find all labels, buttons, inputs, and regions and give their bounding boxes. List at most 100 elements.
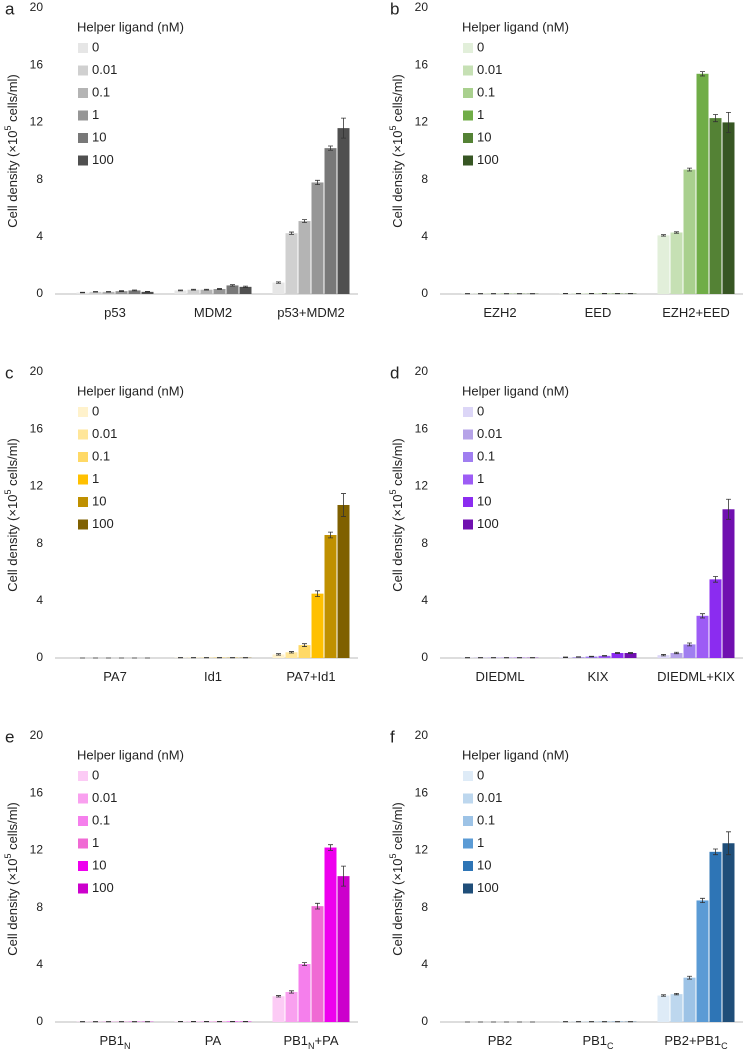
bar — [670, 652, 683, 658]
legend-swatch — [463, 407, 473, 417]
bar — [141, 291, 154, 294]
legend-label: 10 — [92, 129, 106, 144]
bar — [670, 994, 683, 1022]
label-text: p53+MDM2 — [277, 305, 345, 320]
error-bar — [589, 655, 594, 658]
script-text: 5 — [388, 854, 398, 859]
label-text: MDM2 — [194, 305, 232, 320]
error-bar — [217, 288, 222, 290]
legend-swatch — [463, 155, 473, 166]
label-text: Cell density (×10 — [5, 131, 20, 228]
y-tick-label: 4 — [36, 957, 43, 971]
label-text: PB1 — [99, 1033, 124, 1048]
error-bar — [563, 656, 568, 658]
y-tick-label: 8 — [36, 172, 43, 186]
error-bar — [289, 990, 294, 994]
label-text: cells/ml) — [390, 802, 405, 853]
error-bar — [661, 654, 666, 657]
y-tick-label: 4 — [421, 593, 428, 607]
y-axis-label: Cell density (×105 cells/ml) — [3, 802, 20, 956]
legend-label: 0 — [92, 39, 99, 54]
script-text: 5 — [3, 490, 13, 495]
y-tick-label: 12 — [30, 479, 44, 493]
legend-label: 100 — [92, 152, 114, 167]
y-axis-label: Cell density (×105 cells/ml) — [388, 802, 405, 956]
x-tick-label: Id1 — [204, 669, 222, 684]
legend-swatch — [463, 88, 473, 98]
x-tick-label: MDM2 — [194, 305, 232, 320]
error-bar — [328, 844, 333, 851]
error-bar — [328, 531, 333, 539]
legend-swatch — [78, 838, 88, 849]
bar — [696, 73, 709, 294]
bar — [670, 232, 683, 294]
legend-title: Helper ligand (nM) — [77, 383, 184, 398]
x-tick-label: EZH2 — [483, 305, 516, 320]
label-text: cells/ml) — [390, 74, 405, 125]
legend-label: 0.1 — [477, 812, 495, 827]
error-bar — [302, 962, 307, 966]
label-text: Cell density (×10 — [390, 131, 405, 228]
y-tick-label: 20 — [415, 0, 429, 14]
legend-label: 0.1 — [477, 84, 495, 99]
y-tick-label: 8 — [421, 172, 428, 186]
y-tick-label: 20 — [30, 0, 44, 14]
script-text: N — [124, 1041, 131, 1049]
legend-swatch — [78, 155, 88, 166]
error-bar — [191, 288, 196, 291]
panel-letter: d — [390, 363, 399, 382]
y-tick-label: 20 — [30, 728, 44, 742]
legend-swatch — [463, 497, 473, 507]
y-tick-label: 16 — [30, 421, 44, 435]
legend-label: 0 — [92, 767, 99, 782]
legend-swatch — [78, 816, 88, 826]
bar — [324, 148, 337, 294]
y-axis-label: Cell density (×105 cells/ml) — [3, 74, 20, 228]
error-bar — [628, 652, 633, 654]
legend-label: 1 — [92, 471, 99, 486]
bar — [683, 977, 696, 1022]
legend-swatch — [463, 838, 473, 849]
legend-label: 1 — [92, 107, 99, 122]
error-bar — [106, 291, 111, 293]
y-tick-label: 4 — [421, 957, 428, 971]
error-bar — [726, 831, 731, 856]
bar — [324, 847, 337, 1022]
bar — [128, 290, 141, 294]
y-tick-label: 0 — [421, 286, 428, 300]
y-axis-label: Cell density (×105 cells/ml) — [388, 74, 405, 228]
error-bar — [80, 291, 85, 294]
label-text: EZH2+EED — [662, 305, 730, 320]
error-bar — [276, 281, 281, 284]
script-text: C — [721, 1041, 728, 1049]
legend-swatch — [463, 452, 473, 462]
x-tick-label: PA — [205, 1033, 222, 1048]
y-tick-label: 20 — [415, 728, 429, 742]
error-bar — [315, 179, 320, 186]
y-tick-label: 12 — [415, 843, 429, 857]
label-text: PA7 — [103, 669, 127, 684]
bar — [298, 964, 311, 1022]
legend-swatch — [78, 43, 88, 53]
x-tick-label: DIEDML — [475, 669, 524, 684]
y-tick-label: 4 — [36, 593, 43, 607]
y-tick-label: 16 — [30, 57, 44, 71]
legend-label: 100 — [92, 516, 114, 531]
legend-label: 10 — [92, 493, 106, 508]
bar — [585, 656, 598, 658]
bar — [311, 182, 324, 294]
bar — [598, 655, 611, 658]
y-tick-label: 4 — [421, 229, 428, 243]
legend-label: 10 — [477, 493, 491, 508]
bar — [298, 221, 311, 294]
error-bar — [315, 590, 320, 597]
error-bar — [726, 111, 731, 133]
legend-label: 1 — [477, 835, 484, 850]
legend-swatch — [463, 771, 473, 781]
legend-swatch — [463, 65, 473, 76]
error-bar — [289, 231, 294, 235]
x-tick-label: PA7 — [103, 669, 127, 684]
error-bar — [661, 234, 666, 237]
label-text: Cell density (×10 — [5, 495, 20, 592]
bar — [709, 851, 722, 1022]
